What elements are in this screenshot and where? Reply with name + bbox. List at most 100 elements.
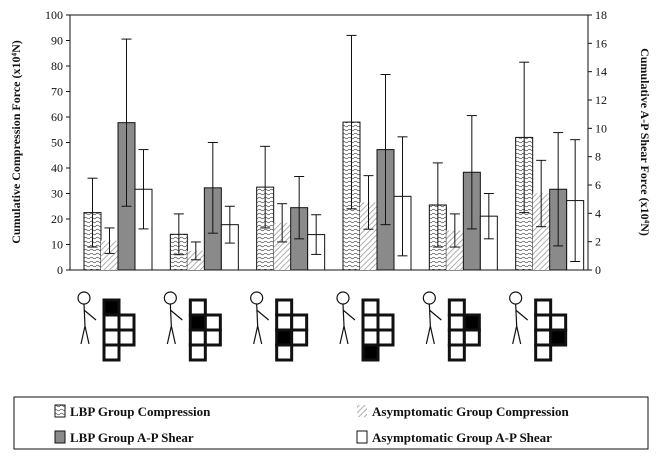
error-bar-asym-compression	[536, 159, 547, 228]
posture-cell	[188, 343, 207, 362]
error-bar-lbp-compression	[432, 162, 443, 248]
right-tick-label: 16	[595, 36, 607, 50]
posture-cell	[117, 328, 136, 347]
error-bar-lbp-compression	[173, 213, 184, 256]
error-bar-asym-compression	[190, 241, 201, 261]
posture-cell	[361, 313, 380, 332]
left-tick-label: 50	[51, 136, 63, 150]
posture-cell	[275, 343, 294, 362]
error-bar-lbp-compression	[519, 61, 530, 214]
posture-icon	[422, 291, 481, 362]
error-bar-lbp-compression	[260, 145, 271, 229]
error-bar-asym-compression	[363, 175, 374, 230]
figure-head	[422, 291, 436, 305]
posture-cell-highlighted	[462, 313, 481, 332]
posture-cell	[447, 313, 466, 332]
error-bar-lbp-compression	[346, 34, 357, 210]
posture-icon	[250, 291, 309, 362]
posture-cell	[447, 298, 466, 317]
posture-icon	[163, 291, 222, 362]
figure-head	[163, 291, 177, 305]
legend-swatch-lbp-compression	[54, 404, 66, 418]
bar-asym-compression	[360, 202, 377, 270]
legend-box	[13, 396, 649, 450]
error-bar-lbp-shear	[294, 176, 305, 240]
left-tick-label: 0	[57, 263, 63, 277]
legend-label-lbp-shear: LBP Group A-P Shear	[70, 430, 194, 445]
right-tick-label: 18	[595, 8, 607, 22]
posture-icon	[77, 291, 136, 362]
posture-cell	[462, 328, 481, 347]
right-tick-label: 6	[595, 178, 601, 192]
right-tick-label: 2	[595, 235, 601, 249]
error-bar-asym-compression	[104, 227, 115, 254]
error-bar-lbp-shear	[553, 132, 564, 247]
error-bar-asym-shear	[570, 139, 581, 262]
left-tick-label: 100	[45, 8, 63, 22]
figure-body	[166, 303, 183, 345]
posture-cell	[275, 298, 294, 317]
y-axis-title-right: Cumulative A-P Shear Force (x10⁴N)	[638, 48, 652, 236]
left-tick-label: 70	[51, 85, 63, 99]
bar-asym-compression	[273, 222, 291, 270]
posture-cell	[102, 343, 121, 362]
posture-cell-highlighted	[188, 313, 207, 332]
right-tick-label: 0	[595, 263, 601, 277]
posture-cell	[447, 343, 466, 362]
posture-cell	[117, 313, 136, 332]
axes	[69, 14, 589, 271]
posture-cell	[534, 328, 553, 347]
left-tick-label: 40	[51, 161, 63, 175]
bar-asym-compression	[532, 193, 550, 270]
left-ticks: 0 10 20 30 40 50 60 70 80 90 100	[45, 8, 70, 277]
bars	[83, 34, 585, 271]
posture-cell	[361, 328, 380, 347]
posture-cell	[549, 313, 568, 332]
posture-cell	[376, 313, 395, 332]
posture-cell	[447, 328, 466, 347]
posture-cell	[361, 298, 380, 317]
posture-icon	[509, 291, 568, 362]
posture-icon	[336, 291, 395, 362]
error-bar-asym-shear	[483, 193, 494, 240]
y-axis-title-left: Cumulative Compression Force (x10⁴N)	[9, 40, 23, 243]
figure-head	[250, 291, 264, 305]
posture-icons	[77, 291, 568, 362]
posture-cell	[275, 313, 294, 332]
posture-cell	[290, 313, 309, 332]
legend-swatch-lbp-shear	[54, 430, 66, 444]
right-ticks: 0 2 4 6 8 10 12 14 16 18	[588, 8, 607, 277]
error-bar-asym-shear	[138, 149, 149, 230]
posture-cell	[188, 298, 207, 317]
bar-asym-compression	[187, 250, 205, 270]
left-tick-label: 30	[51, 187, 63, 201]
left-tick-label: 80	[51, 59, 63, 73]
posture-cell	[534, 313, 553, 332]
posture-cell	[188, 328, 207, 347]
error-bar-asym-shear	[397, 136, 408, 257]
legend-label-asym-shear: Asymptomatic Group A-P Shear	[372, 430, 552, 445]
right-tick-label: 8	[595, 150, 601, 164]
error-bar-lbp-shear	[466, 115, 477, 230]
figure-head	[336, 291, 350, 305]
right-tick-label: 10	[595, 121, 607, 135]
figure-body	[253, 303, 270, 345]
left-tick-label: 10	[51, 238, 63, 252]
figure-body	[425, 303, 442, 345]
figure-body	[80, 303, 97, 345]
left-tick-label: 20	[51, 212, 63, 226]
posture-cell	[102, 313, 121, 332]
right-tick-label: 12	[595, 93, 607, 107]
posture-cell	[290, 328, 309, 347]
legend-label-lbp-compression: LBP Group Compression	[70, 404, 211, 419]
figure-body	[512, 303, 529, 345]
posture-cell-highlighted	[102, 298, 121, 317]
right-tick-label: 14	[595, 65, 607, 79]
error-bar-asym-compression	[449, 213, 460, 248]
figure-head	[77, 291, 91, 305]
left-tick-label: 90	[51, 34, 63, 48]
posture-cell	[534, 298, 553, 317]
posture-cell	[376, 328, 395, 347]
error-bar-lbp-compression	[87, 177, 98, 248]
